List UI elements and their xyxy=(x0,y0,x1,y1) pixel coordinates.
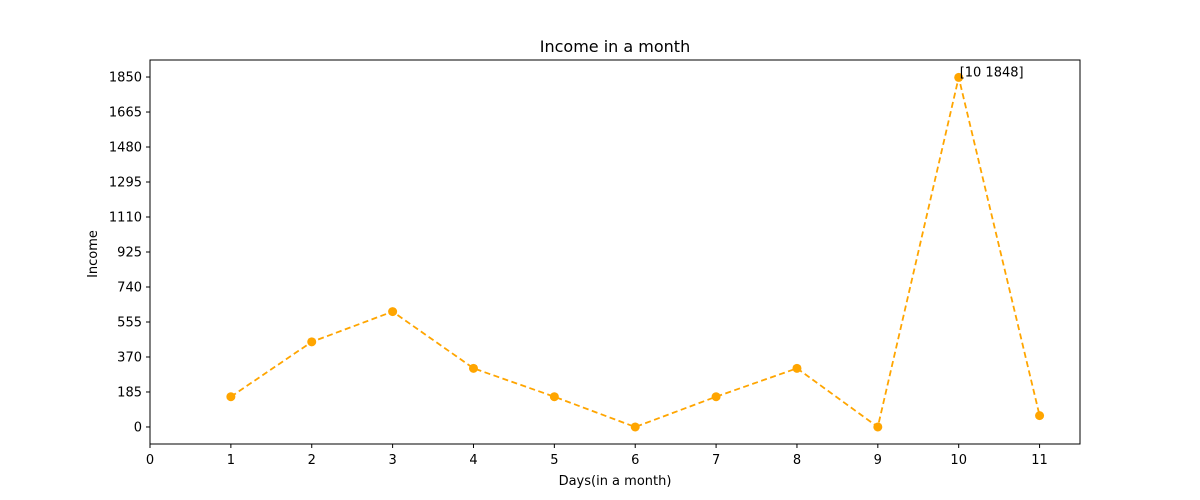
x-axis: 0 1 2 3 4 5 6 7 8 9 10 11 xyxy=(146,444,1048,468)
y-tick-label: 185 xyxy=(117,385,142,400)
x-tick-label: 11 xyxy=(1031,453,1048,468)
annotations: [10 1848] xyxy=(960,65,1024,80)
data-point xyxy=(711,392,721,402)
data-point xyxy=(468,363,478,373)
data-point xyxy=(954,72,964,82)
y-tick-label: 740 xyxy=(117,280,142,295)
x-tick-label: 1 xyxy=(227,453,235,468)
series-markers xyxy=(226,72,1045,432)
y-axis: 0 185 370 555 740 925 1110 1295 1480 1665 1850 xyxy=(109,71,150,435)
data-point xyxy=(792,363,802,373)
x-tick-label: 9 xyxy=(874,453,882,468)
chart-title: Income in a month xyxy=(540,37,690,56)
x-tick-label: 2 xyxy=(308,453,316,468)
x-tick-label: 4 xyxy=(469,453,477,468)
y-tick-label: 925 xyxy=(117,246,142,261)
data-point xyxy=(226,392,236,402)
annotation-label: [10 1848] xyxy=(960,65,1024,80)
y-tick-label: 1850 xyxy=(109,71,142,86)
y-tick-label: 370 xyxy=(117,350,142,365)
y-axis-title: Income xyxy=(86,230,101,278)
x-tick-label: 10 xyxy=(950,453,967,468)
data-point xyxy=(873,422,883,432)
y-tick-label: 1665 xyxy=(109,106,142,121)
series-line xyxy=(230,77,1041,429)
x-tick-label: 3 xyxy=(388,453,396,468)
x-tick-label: 0 xyxy=(146,453,154,468)
y-tick-label: 555 xyxy=(117,315,142,330)
data-point xyxy=(1035,411,1045,421)
data-point xyxy=(630,422,640,432)
x-tick-label: 7 xyxy=(712,453,720,468)
data-point xyxy=(549,392,559,402)
x-axis-title: Days(in a month) xyxy=(559,474,672,489)
y-tick-label: 1480 xyxy=(109,141,142,156)
y-tick-label: 0 xyxy=(134,420,142,435)
x-tick-label: 6 xyxy=(631,453,639,468)
data-point xyxy=(388,307,398,317)
plot-frame xyxy=(149,59,1081,445)
y-tick-label: 1295 xyxy=(109,176,142,191)
x-tick-label: 8 xyxy=(793,453,801,468)
y-tick-label: 1110 xyxy=(109,211,142,226)
data-point xyxy=(307,337,317,347)
x-tick-label: 5 xyxy=(550,453,558,468)
